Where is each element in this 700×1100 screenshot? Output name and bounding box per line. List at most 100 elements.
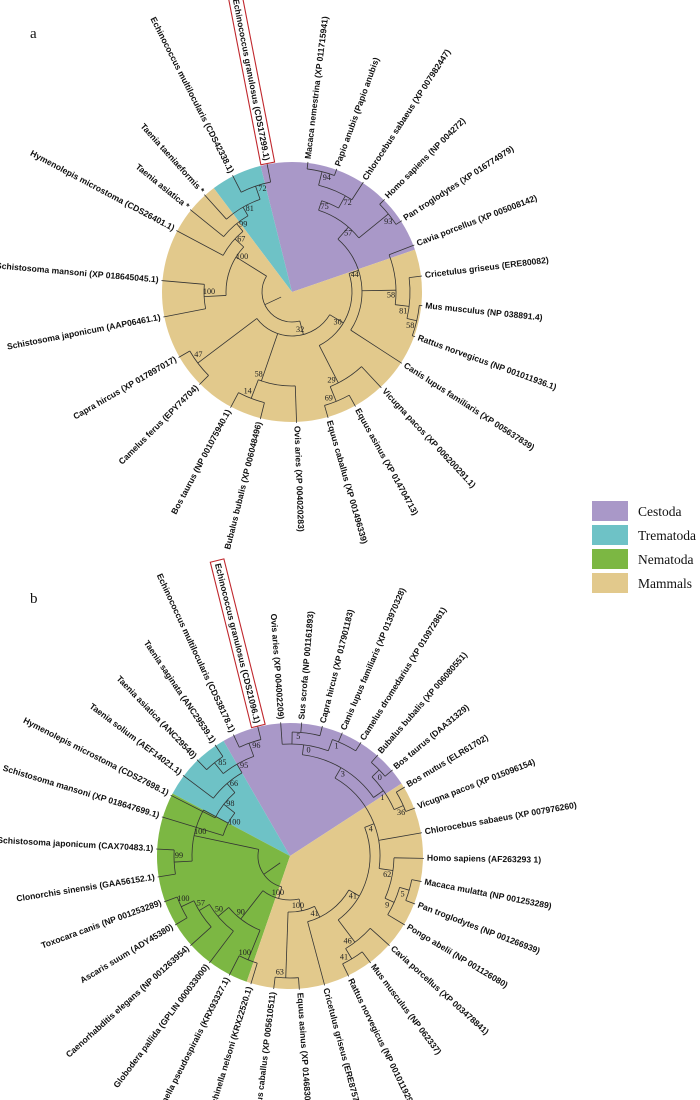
branch-line <box>334 767 342 779</box>
node-arc <box>318 209 360 239</box>
branch-line <box>217 907 229 917</box>
branch-line <box>388 244 415 256</box>
branch-line <box>240 890 264 920</box>
branch-line <box>298 898 303 911</box>
branch-line <box>161 816 224 836</box>
branch-line <box>176 230 224 256</box>
bootstrap-value: 58 <box>387 290 395 299</box>
branch-line <box>412 335 416 338</box>
legend-label-nematoda: Nematoda <box>638 552 693 567</box>
branch-line <box>409 275 423 279</box>
branch-line <box>278 886 283 899</box>
node-arc <box>203 284 207 309</box>
branch-line <box>189 209 224 237</box>
leaf-label: Equus asinus (XP 014683046) <box>295 992 313 1100</box>
bootstrap-value: 50 <box>215 904 223 913</box>
branch-line <box>361 366 382 389</box>
bootstrap-value: 100 <box>292 901 304 910</box>
bootstrap-value: 5 <box>296 732 300 741</box>
node-arc <box>258 379 296 387</box>
bootstrap-value: 41 <box>340 952 348 961</box>
highlight-box <box>227 0 276 166</box>
branch-line <box>342 963 350 977</box>
branch-line <box>214 744 224 757</box>
leaf-label: Sus scrofa (NP 001161893) <box>296 611 315 720</box>
node-arc <box>324 394 350 406</box>
bootstrap-value: 67 <box>237 234 245 243</box>
branch-line <box>242 206 249 216</box>
branch-line <box>396 786 406 793</box>
bootstrap-value: 57 <box>197 898 205 907</box>
bootstrap-value: 58 <box>255 369 263 378</box>
bootstrap-value: 94 <box>323 173 331 182</box>
bootstrap-labels: 7281996710010047145869295881589394727557… <box>194 173 414 403</box>
branch-line <box>196 759 207 770</box>
branch-line <box>174 917 188 926</box>
node-arc <box>334 777 381 869</box>
branch-line <box>156 848 175 851</box>
leaf-label: Chlorocebus sabaeus (XP 007976260) <box>424 800 578 837</box>
node-arc <box>307 889 350 923</box>
panel-a-tree: a 72819967100100471458692958815893947275… <box>0 0 558 550</box>
panel-a-letter: a <box>30 26 37 42</box>
node-arc <box>319 273 353 346</box>
leaf-label: Schistosoma mansoni (XP 018645045.1) <box>0 260 159 284</box>
bootstrap-value: 4 <box>369 825 373 834</box>
branch-line <box>294 385 297 423</box>
leaf-label: Taenia taeniaeformis * <box>139 121 207 195</box>
legend-label-mammals: Mammals <box>638 576 692 591</box>
branch-line <box>327 739 333 751</box>
leaf-label: Macaca mulatta (NP 001253289) <box>424 877 553 912</box>
bootstrap-value: 5 <box>400 890 404 899</box>
bootstrap-value: 44 <box>351 270 359 279</box>
branch-line <box>355 742 362 752</box>
branch-line <box>163 308 206 318</box>
branch-line <box>379 868 394 871</box>
node-arc <box>222 231 244 256</box>
branch-line <box>345 948 353 960</box>
leaf-label: Camelus ferus (EPY74704) <box>117 383 201 467</box>
leaf-label: Caenorhabditis elegans (NP 001263954) <box>64 943 191 1059</box>
leaf-label: Capra hircus (XP 017897017) <box>71 354 178 421</box>
node-arc <box>189 350 209 376</box>
sector-trematoda <box>213 165 292 292</box>
node-arc <box>337 238 363 331</box>
legend-label-trematoda: Trematoda <box>638 528 696 543</box>
bootstrap-value: 58 <box>406 321 414 330</box>
branch-line <box>259 402 265 420</box>
node-arc <box>228 907 261 931</box>
node-arc <box>371 762 386 777</box>
highlight-box <box>209 558 266 729</box>
node-arc <box>225 246 245 296</box>
branch-line <box>250 962 258 985</box>
branch-line <box>226 783 236 793</box>
node-arc <box>213 772 243 799</box>
bootstrap-value: 85 <box>218 758 226 767</box>
branch-line <box>384 897 395 903</box>
branch-line <box>393 805 404 810</box>
bootstrap-value: 100 <box>228 817 240 826</box>
leaf-label: Cavia porcellus (XP 003478841) <box>389 943 491 1036</box>
bootstrap-value: 95 <box>240 761 248 770</box>
bootstrap-value: 93 <box>384 217 392 226</box>
node-arc <box>406 277 411 319</box>
leaf-label: Schistosoma japonicum (AAP06461.1) <box>6 312 161 352</box>
branch-line <box>234 238 245 248</box>
branches <box>156 722 424 990</box>
branch-line <box>257 725 262 740</box>
branch-line <box>235 256 267 277</box>
branch-line <box>181 900 195 908</box>
branch-line <box>214 762 224 774</box>
branch-line <box>406 318 417 322</box>
branches <box>161 161 423 423</box>
leaf-label: Ovis aries (XP 004002209) <box>269 613 286 719</box>
bootstrap-value: 29 <box>327 375 335 384</box>
branch-line <box>247 930 261 960</box>
node-arc <box>388 254 397 305</box>
leaf-label: Macaca nemestrina (XP 011715941) <box>303 16 330 160</box>
branch-line <box>228 955 240 976</box>
branch-line <box>157 873 176 878</box>
branch-line <box>233 734 240 748</box>
